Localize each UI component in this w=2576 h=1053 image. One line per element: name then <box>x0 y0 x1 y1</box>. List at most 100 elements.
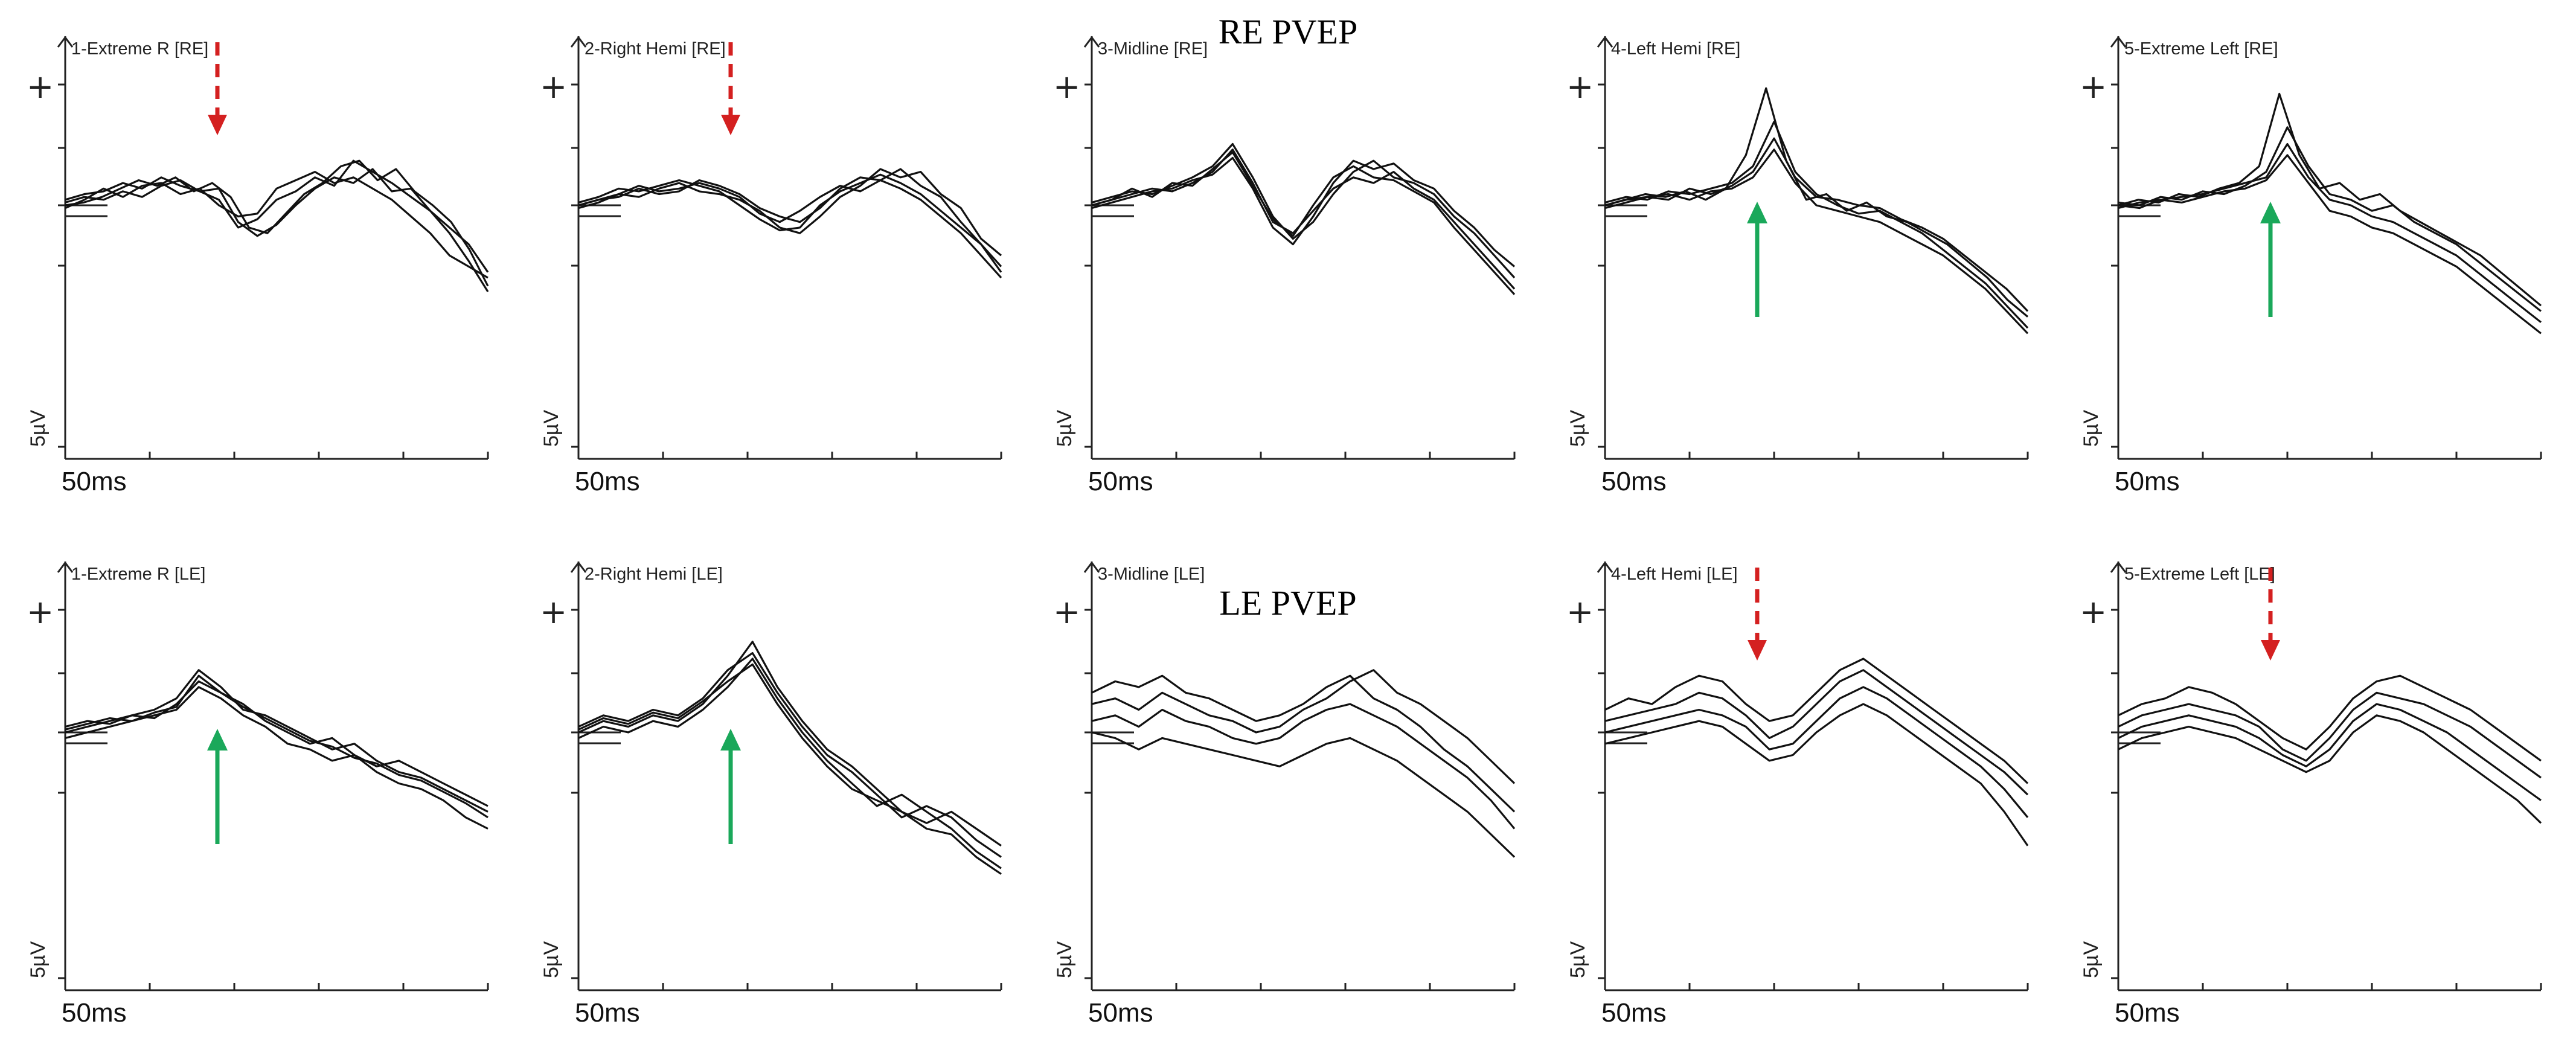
waveform-trace <box>65 171 489 279</box>
arrowhead-icon <box>2261 640 2280 661</box>
waveform-trace <box>65 159 489 287</box>
amplitude-unit-label: 5µV <box>27 941 50 978</box>
polarity-plus: + <box>27 68 54 106</box>
waveform-trace <box>2118 691 2542 779</box>
channel-label: 5-Extreme Left [RE] <box>2124 39 2278 59</box>
axis-arrow-icon <box>2110 36 2127 48</box>
polarity-plus: + <box>1053 593 1080 631</box>
waveform-trace <box>65 674 489 819</box>
arrowhead-icon <box>2260 202 2281 223</box>
waveform-trace <box>65 168 489 292</box>
axis-arrow-icon <box>1083 36 1100 48</box>
waveform-trace <box>2118 703 2542 801</box>
waveform-trace <box>2118 674 2542 762</box>
waveform-trace <box>1604 658 2029 784</box>
time-scale-label: 50ms <box>1601 998 1667 1028</box>
axis-arrow-icon <box>2110 561 2127 573</box>
waveform-trace <box>1091 731 1516 858</box>
amplitude-unit-label: 5µV <box>540 410 563 447</box>
waveform-trace <box>65 669 489 813</box>
panel: +3-Midline [RE] 5µV 50ms <box>1053 36 1516 496</box>
channel-label: 3-Midline [LE] <box>1098 565 1205 584</box>
waveform-trace <box>2118 142 2542 324</box>
arrowhead-icon <box>1748 640 1767 661</box>
axis-arrow-icon <box>1597 36 1613 48</box>
waveform-trace <box>1604 669 2029 796</box>
amplitude-unit-label: 5µV <box>27 410 50 447</box>
waveform-trace <box>65 680 489 807</box>
time-scale-label: 50ms <box>62 467 127 496</box>
panel: +1-Extreme R [RE] 5µV 50ms <box>27 36 489 496</box>
time-scale-label: 50ms <box>575 998 640 1028</box>
waveform-trace <box>1604 686 2029 818</box>
row-title: LE PVEP <box>1219 583 1356 623</box>
row-0: RE PVEP+1-Extreme R [RE]5µV50ms+2-Right … <box>27 12 2542 496</box>
amplitude-unit-label: 5µV <box>1053 941 1076 978</box>
time-scale-label: 50ms <box>575 467 640 496</box>
time-scale-label: 50ms <box>1601 467 1667 496</box>
amplitude-unit-label: 5µV <box>1566 410 1589 447</box>
waveform-trace <box>65 159 489 273</box>
channel-label: 2-Right Hemi [RE] <box>585 39 726 59</box>
panel: +4-Left Hemi [LE] 5µV 50ms <box>1566 561 2029 1028</box>
waveform-trace <box>2118 714 2542 824</box>
arrowhead-icon <box>720 729 741 751</box>
axis-arrow-icon <box>57 36 74 48</box>
amplitude-unit-label: 5µV <box>2080 410 2103 447</box>
waveform-trace <box>1604 149 2029 334</box>
polarity-plus: + <box>1566 593 1594 631</box>
channel-label: 1-Extreme R [RE] <box>71 39 208 59</box>
axis-arrow-icon <box>1083 561 1100 573</box>
channel-label: 2-Right Hemi [LE] <box>585 565 723 584</box>
channel-label: 5-Extreme Left [LE] <box>2124 565 2275 584</box>
polarity-plus: + <box>27 593 54 631</box>
waveform-trace <box>1604 87 2029 318</box>
polarity-plus: + <box>2080 593 2107 631</box>
amplitude-unit-label: 5µV <box>1566 941 1589 978</box>
channel-label: 4-Left Hemi [RE] <box>1611 39 1740 59</box>
waveform-trace <box>1091 142 1516 279</box>
panel: +3-Midline [LE] 5µV 50ms <box>1053 561 1516 1028</box>
time-scale-label: 50ms <box>1088 467 1153 496</box>
time-scale-label: 50ms <box>2115 998 2180 1028</box>
time-scale-label: 50ms <box>2115 467 2180 496</box>
waveform-trace <box>578 641 1002 847</box>
panel: +2-Right Hemi [LE] 5µV 50ms <box>540 561 1002 1028</box>
axis-arrow-icon <box>57 561 74 573</box>
axis-arrow-icon <box>1597 561 1613 573</box>
panel: +1-Extreme R [LE] 5µV 50ms <box>27 561 489 1028</box>
waveform-trace <box>578 658 1002 869</box>
amplitude-unit-label: 5µV <box>1053 410 1076 447</box>
axis-arrow-icon <box>570 36 587 48</box>
polarity-plus: + <box>1566 68 1594 106</box>
channel-label: 4-Left Hemi [LE] <box>1611 565 1738 584</box>
row-title: RE PVEP <box>1219 12 1357 51</box>
channel-label: 3-Midline [RE] <box>1098 39 1208 59</box>
polarity-plus: + <box>540 68 567 106</box>
polarity-plus: + <box>2080 68 2107 106</box>
panel: +4-Left Hemi [RE] 5µV 50ms <box>1566 36 2029 496</box>
arrowhead-icon <box>207 729 228 751</box>
waveform-trace <box>1091 674 1516 813</box>
waveform-trace <box>1604 703 2029 847</box>
waveform-trace <box>578 651 1002 858</box>
waveform-trace <box>578 173 1002 267</box>
arrowhead-icon <box>721 115 740 135</box>
arrowhead-icon <box>208 115 227 135</box>
amplitude-unit-label: 5µV <box>540 941 563 978</box>
waveform-trace <box>1091 151 1516 295</box>
waveform-trace <box>2118 154 2542 334</box>
waveform-trace <box>1091 669 1516 784</box>
row-1: LE PVEP+1-Extreme R [LE]5µV50ms+2-Right … <box>27 561 2542 1028</box>
panel: +2-Right Hemi [RE] 5µV 50ms <box>540 36 1002 496</box>
axis-arrow-icon <box>570 561 587 573</box>
panel: +5-Extreme Left [RE] 5µV 50ms <box>2080 36 2542 496</box>
waveform-trace <box>578 663 1002 875</box>
waveform-trace <box>1604 120 2029 329</box>
waveform-trace <box>1091 703 1516 830</box>
waveform-trace <box>578 168 1002 273</box>
amplitude-unit-label: 5µV <box>2080 941 2103 978</box>
polarity-plus: + <box>1053 68 1080 106</box>
time-scale-label: 50ms <box>62 998 127 1028</box>
panel: +5-Extreme Left [LE] 5µV 50ms <box>2080 561 2542 1028</box>
